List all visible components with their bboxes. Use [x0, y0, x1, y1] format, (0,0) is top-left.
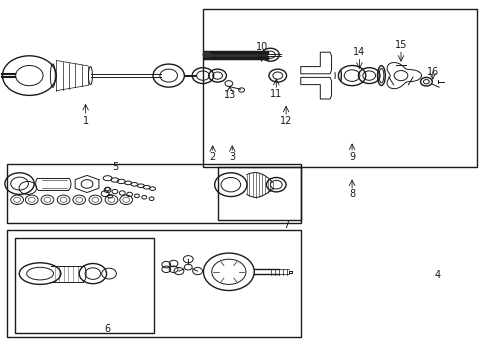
Bar — [15, 238, 154, 333]
Text: 6: 6 — [104, 324, 110, 334]
Bar — [7, 164, 300, 223]
Text: 11: 11 — [269, 89, 282, 99]
Text: 4: 4 — [434, 270, 440, 280]
Text: 13: 13 — [223, 90, 236, 100]
Text: 12: 12 — [279, 116, 292, 126]
Text: 7: 7 — [283, 220, 288, 230]
Text: 9: 9 — [348, 152, 354, 162]
Text: 16: 16 — [426, 67, 438, 77]
Bar — [217, 167, 300, 220]
Text: 5: 5 — [112, 162, 118, 172]
Text: 15: 15 — [394, 40, 407, 50]
Text: 10: 10 — [255, 42, 267, 52]
Text: 1: 1 — [82, 116, 88, 126]
Bar — [203, 9, 476, 167]
Circle shape — [202, 51, 211, 58]
Text: 14: 14 — [352, 47, 365, 57]
Bar — [7, 230, 300, 337]
Text: 2: 2 — [209, 152, 215, 162]
Text: 3: 3 — [229, 152, 235, 162]
Text: 8: 8 — [348, 189, 354, 199]
